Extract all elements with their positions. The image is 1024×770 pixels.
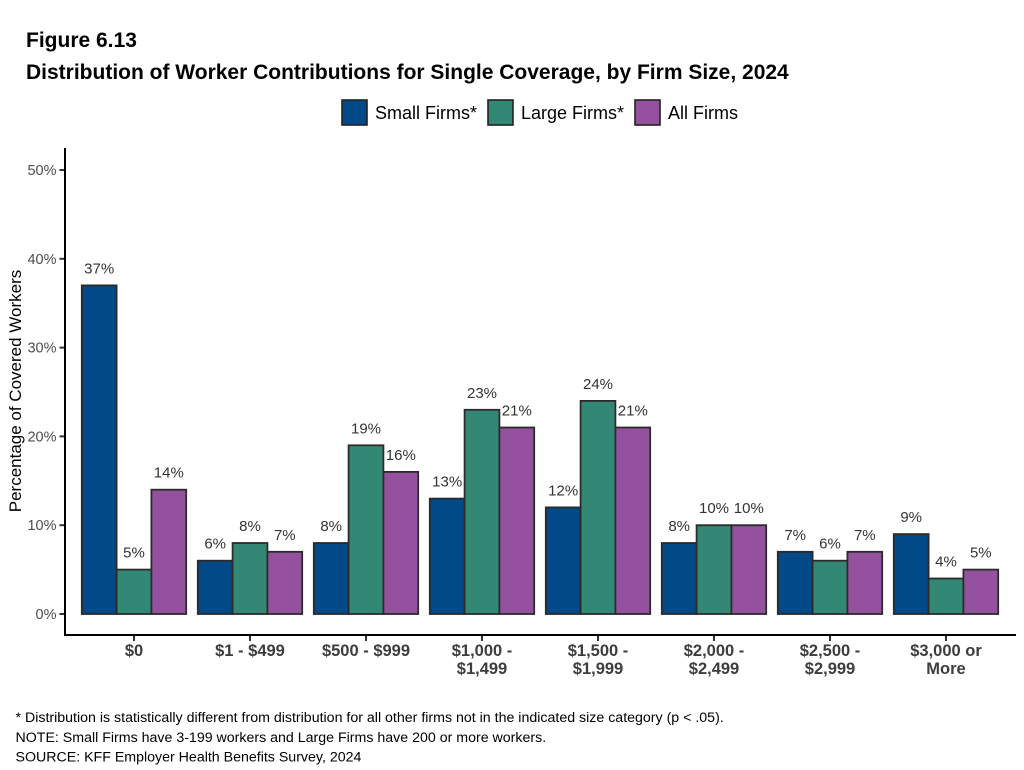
svg-text:$2,999: $2,999 <box>805 660 855 678</box>
svg-text:21%: 21% <box>618 403 648 420</box>
svg-text:10%: 10% <box>699 500 729 517</box>
svg-text:8%: 8% <box>320 518 342 535</box>
svg-text:5%: 5% <box>970 545 992 562</box>
svg-text:37%: 37% <box>84 260 114 277</box>
svg-text:$2,000 -: $2,000 - <box>684 642 745 660</box>
svg-text:Large Firms*: Large Firms* <box>521 103 624 123</box>
svg-text:$1,500 -: $1,500 - <box>568 642 629 660</box>
svg-text:6%: 6% <box>204 536 226 553</box>
svg-text:14%: 14% <box>154 465 184 482</box>
svg-text:Percentage of Covered Workers: Percentage of Covered Workers <box>6 270 25 513</box>
svg-text:* Distribution is statisticall: * Distribution is statistically differen… <box>16 710 724 726</box>
svg-text:7%: 7% <box>854 527 876 544</box>
svg-text:9%: 9% <box>900 509 922 526</box>
svg-text:12%: 12% <box>548 482 578 499</box>
svg-text:Distribution of Worker Contrib: Distribution of Worker Contributions for… <box>26 61 789 84</box>
svg-text:$500 - $999: $500 - $999 <box>322 642 410 660</box>
svg-text:$2,499: $2,499 <box>689 660 739 678</box>
svg-text:50%: 50% <box>27 163 56 179</box>
svg-text:24%: 24% <box>583 376 613 393</box>
svg-text:40%: 40% <box>27 252 56 268</box>
svg-text:$0: $0 <box>125 642 143 660</box>
svg-text:4%: 4% <box>935 554 957 571</box>
svg-text:30%: 30% <box>27 341 56 357</box>
svg-text:$2,500 -: $2,500 - <box>800 642 861 660</box>
svg-text:$1,000 -: $1,000 - <box>452 642 513 660</box>
svg-text:$3,000 or: $3,000 or <box>910 642 982 660</box>
svg-text:$1 - $499: $1 - $499 <box>215 642 285 660</box>
svg-text:21%: 21% <box>502 403 532 420</box>
svg-text:6%: 6% <box>819 536 841 553</box>
svg-text:20%: 20% <box>27 429 56 445</box>
svg-text:13%: 13% <box>432 474 462 491</box>
svg-text:7%: 7% <box>784 527 806 544</box>
svg-text:8%: 8% <box>668 518 690 535</box>
svg-text:Figure 6.13: Figure 6.13 <box>26 29 137 52</box>
svg-text:23%: 23% <box>467 385 497 402</box>
svg-text:$1,999: $1,999 <box>573 660 623 678</box>
svg-text:10%: 10% <box>734 500 764 517</box>
svg-text:5%: 5% <box>123 545 145 562</box>
svg-text:All Firms: All Firms <box>668 103 738 123</box>
svg-text:7%: 7% <box>274 527 296 544</box>
svg-text:8%: 8% <box>239 518 261 535</box>
svg-text:0%: 0% <box>36 607 57 623</box>
svg-text:NOTE: Small Firms have 3-199 w: NOTE: Small Firms have 3-199 workers and… <box>16 730 547 746</box>
svg-text:16%: 16% <box>386 447 416 464</box>
svg-text:$1,499: $1,499 <box>457 660 507 678</box>
svg-text:19%: 19% <box>351 420 381 437</box>
svg-text:More: More <box>926 660 965 678</box>
svg-text:10%: 10% <box>27 518 56 534</box>
svg-text:Small Firms*: Small Firms* <box>375 103 477 123</box>
svg-text:SOURCE: KFF Employer Health Be: SOURCE: KFF Employer Health Benefits Sur… <box>16 750 362 766</box>
